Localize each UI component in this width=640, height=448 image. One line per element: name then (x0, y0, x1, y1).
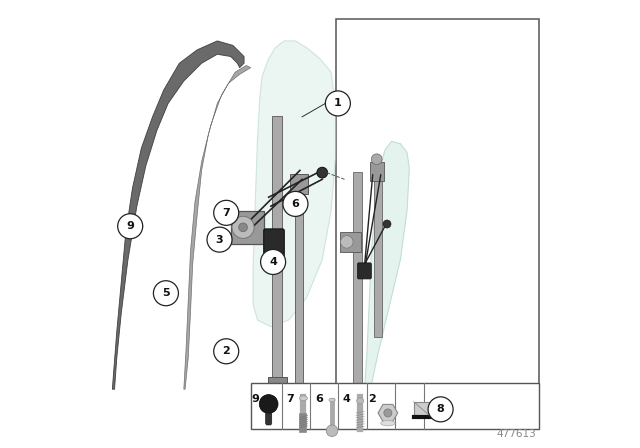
Circle shape (207, 227, 232, 252)
FancyBboxPatch shape (272, 116, 282, 386)
Text: 9: 9 (126, 221, 134, 231)
Circle shape (259, 395, 278, 414)
Text: 6: 6 (316, 394, 323, 404)
Polygon shape (253, 41, 335, 327)
FancyBboxPatch shape (251, 383, 539, 430)
Circle shape (154, 281, 179, 306)
FancyBboxPatch shape (370, 162, 384, 181)
Ellipse shape (356, 398, 364, 404)
Text: 5: 5 (162, 288, 170, 298)
Circle shape (214, 339, 239, 364)
Text: 4: 4 (269, 257, 277, 267)
Text: 8: 8 (436, 405, 444, 414)
Circle shape (384, 409, 392, 417)
Text: 2: 2 (222, 346, 230, 356)
Polygon shape (266, 414, 272, 425)
Text: 9: 9 (251, 394, 259, 404)
FancyBboxPatch shape (294, 187, 303, 386)
FancyBboxPatch shape (290, 173, 308, 194)
Circle shape (428, 397, 453, 422)
Polygon shape (184, 65, 251, 389)
FancyBboxPatch shape (230, 211, 264, 244)
Circle shape (340, 236, 353, 248)
Circle shape (283, 191, 308, 216)
FancyBboxPatch shape (264, 229, 284, 257)
FancyBboxPatch shape (268, 377, 287, 390)
Ellipse shape (329, 398, 335, 402)
FancyBboxPatch shape (374, 174, 381, 336)
Polygon shape (414, 402, 438, 418)
Circle shape (232, 216, 254, 238)
Polygon shape (365, 142, 410, 392)
Circle shape (239, 223, 248, 232)
Text: 3: 3 (216, 235, 223, 245)
Circle shape (260, 250, 285, 275)
Circle shape (214, 200, 239, 225)
Text: 6: 6 (291, 199, 300, 209)
Circle shape (383, 220, 391, 228)
Text: 1: 1 (334, 99, 342, 108)
Text: 7: 7 (222, 208, 230, 218)
FancyBboxPatch shape (335, 18, 539, 401)
Ellipse shape (300, 396, 307, 401)
FancyBboxPatch shape (340, 232, 361, 252)
Circle shape (326, 425, 338, 437)
FancyBboxPatch shape (353, 172, 362, 388)
Circle shape (317, 167, 328, 178)
Text: 4: 4 (342, 394, 350, 404)
FancyBboxPatch shape (358, 263, 371, 279)
Text: 2: 2 (367, 394, 376, 404)
Circle shape (118, 214, 143, 239)
Text: 477613: 477613 (497, 429, 536, 439)
Text: 7: 7 (286, 394, 294, 404)
Ellipse shape (381, 421, 395, 426)
Polygon shape (113, 41, 244, 389)
Circle shape (325, 91, 350, 116)
Circle shape (371, 154, 382, 164)
